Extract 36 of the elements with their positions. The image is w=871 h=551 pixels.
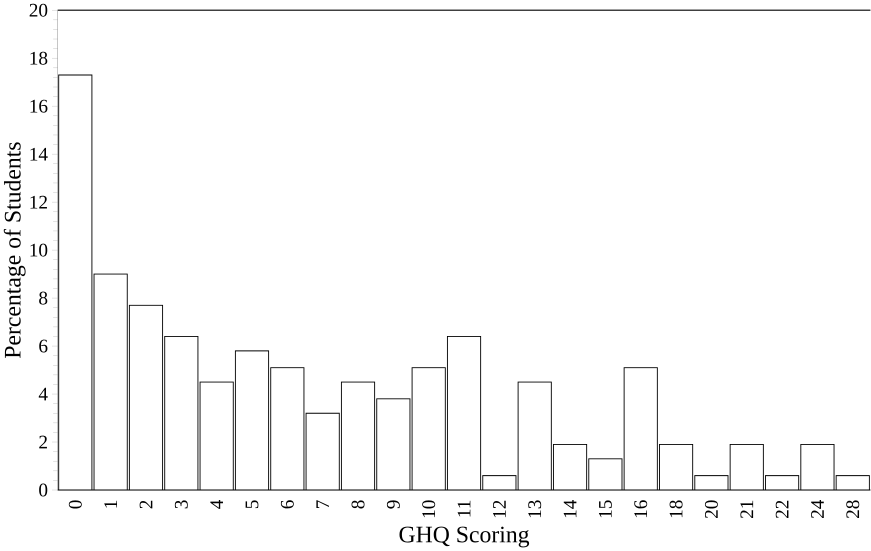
x-tick-label: 21 <box>740 500 754 518</box>
x-tick-label: 20 <box>704 500 718 518</box>
x-tick-label: 18 <box>670 500 683 518</box>
x-tick-label: 10 <box>422 500 436 518</box>
y-tick-label: 6 <box>39 340 48 352</box>
x-tick-label: 16 <box>634 500 648 518</box>
x-tick-label: 13 <box>528 500 542 518</box>
x-tick-label: 4 <box>210 500 223 509</box>
y-tick-label: 14 <box>30 148 48 160</box>
y-tick-label: 8 <box>39 292 48 304</box>
y-tick-label: 10 <box>30 244 48 257</box>
x-tick-label: 1 <box>104 500 117 508</box>
x-tick-label: 5 <box>246 500 258 508</box>
x-tick-label: 9 <box>386 500 400 509</box>
x-axis-title: GHQ Scoring <box>399 526 530 548</box>
x-tick-label: 14 <box>564 500 576 518</box>
x-tick-label: 7 <box>316 500 329 508</box>
y-tick-label: 4 <box>38 388 48 400</box>
y-tick-label: 2 <box>39 436 47 448</box>
x-tick-label: 2 <box>140 500 152 508</box>
x-tick-label: 22 <box>776 500 788 518</box>
y-tick-label: 0 <box>39 483 48 496</box>
x-tick-label: 8 <box>352 500 364 508</box>
x-tick-label: 28 <box>846 500 860 518</box>
y-tick-label: 20 <box>30 4 48 17</box>
y-tick-label: 16 <box>30 100 48 113</box>
x-tick-label: 24 <box>811 500 824 518</box>
x-tick-label: 15 <box>598 500 612 518</box>
x-tick-label: 12 <box>493 500 506 518</box>
y-tick-label: 12 <box>30 196 47 208</box>
y-axis-title: Percentage of Students <box>4 142 26 358</box>
x-tick-label: 0 <box>68 500 82 508</box>
x-tick-label: 3 <box>174 500 188 508</box>
y-tick-label: 18 <box>30 52 48 65</box>
x-tick-label: 11 <box>458 500 470 516</box>
x-tick-label: 6 <box>280 500 294 508</box>
